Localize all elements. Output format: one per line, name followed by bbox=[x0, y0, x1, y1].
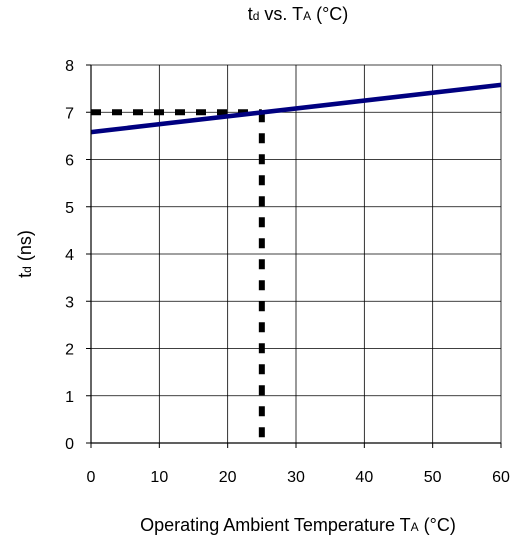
x-tick-label: 60 bbox=[492, 469, 510, 486]
x-axis-label: Operating Ambient Temperature TA (°C) bbox=[140, 515, 456, 535]
y-tick-label: 4 bbox=[65, 247, 74, 264]
y-tick-labels: 0 1 2 3 4 5 6 7 8 bbox=[65, 58, 74, 453]
chart-title: td vs. TA (°C) bbox=[248, 4, 349, 24]
y-tick-label: 3 bbox=[65, 294, 74, 311]
y-tick-label: 0 bbox=[65, 436, 74, 453]
x-tick-label: 30 bbox=[287, 469, 305, 486]
x-tick-label: 40 bbox=[355, 469, 373, 486]
grid bbox=[90, 64, 502, 444]
y-axis-label: td (ns) bbox=[15, 230, 35, 278]
axes bbox=[86, 64, 502, 448]
x-tick-label: 10 bbox=[150, 469, 168, 486]
y-tick-label: 8 bbox=[65, 58, 74, 75]
series-line bbox=[90, 82, 502, 135]
x-tick-label: 50 bbox=[424, 469, 442, 486]
x-tick-labels: 0 10 20 30 40 50 60 bbox=[87, 469, 510, 486]
series bbox=[90, 82, 502, 135]
y-tick-label: 7 bbox=[65, 105, 74, 122]
y-tick-label: 5 bbox=[65, 200, 74, 217]
x-tick-label: 20 bbox=[219, 469, 237, 486]
y-tick-label: 6 bbox=[65, 153, 74, 170]
y-tick-label: 1 bbox=[65, 389, 74, 406]
reference-lines bbox=[91, 109, 265, 443]
x-tick-label: 0 bbox=[87, 469, 96, 486]
y-tick-label: 2 bbox=[65, 342, 74, 359]
